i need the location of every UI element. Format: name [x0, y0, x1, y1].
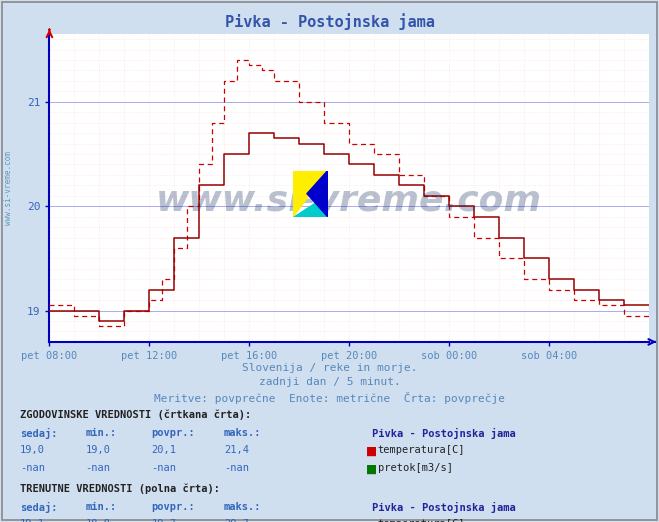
- Text: 19,0: 19,0: [20, 445, 45, 455]
- Text: 19,0: 19,0: [86, 445, 111, 455]
- Text: sedaj:: sedaj:: [20, 428, 57, 438]
- Text: sedaj:: sedaj:: [20, 502, 57, 513]
- Text: Pivka - Postojnska jama: Pivka - Postojnska jama: [225, 13, 434, 30]
- Text: -nan: -nan: [86, 463, 111, 473]
- Text: -nan: -nan: [20, 463, 45, 473]
- Text: -nan: -nan: [224, 463, 249, 473]
- Text: 18,8: 18,8: [86, 519, 111, 522]
- Polygon shape: [293, 171, 328, 217]
- Text: pretok[m3/s]: pretok[m3/s]: [378, 463, 453, 473]
- Text: 19,7: 19,7: [152, 519, 177, 522]
- Text: ■: ■: [366, 445, 377, 458]
- Text: zadnji dan / 5 minut.: zadnji dan / 5 minut.: [258, 377, 401, 387]
- Text: 20,7: 20,7: [224, 519, 249, 522]
- Text: ■: ■: [366, 463, 377, 476]
- Text: TRENUTNE VREDNOSTI (polna črta):: TRENUTNE VREDNOSTI (polna črta):: [20, 484, 219, 494]
- Text: 21,4: 21,4: [224, 445, 249, 455]
- Text: 19,1: 19,1: [20, 519, 45, 522]
- Polygon shape: [307, 171, 328, 217]
- Text: Pivka - Postojnska jama: Pivka - Postojnska jama: [372, 502, 516, 513]
- Text: maks.:: maks.:: [224, 502, 262, 512]
- Text: -nan: -nan: [152, 463, 177, 473]
- Text: min.:: min.:: [86, 428, 117, 437]
- Text: min.:: min.:: [86, 502, 117, 512]
- Text: www.si-vreme.com: www.si-vreme.com: [4, 151, 13, 225]
- Text: Slovenija / reke in morje.: Slovenija / reke in morje.: [242, 363, 417, 373]
- Text: temperatura[C]: temperatura[C]: [378, 445, 465, 455]
- Polygon shape: [293, 194, 328, 217]
- Text: temperatura[C]: temperatura[C]: [378, 519, 465, 522]
- Text: povpr.:: povpr.:: [152, 428, 195, 437]
- Text: Pivka - Postojnska jama: Pivka - Postojnska jama: [372, 428, 516, 438]
- Text: 20,1: 20,1: [152, 445, 177, 455]
- Text: www.si-vreme.com: www.si-vreme.com: [156, 183, 542, 217]
- Text: ■: ■: [366, 519, 377, 522]
- Text: Meritve: povprečne  Enote: metrične  Črta: povprečje: Meritve: povprečne Enote: metrične Črta:…: [154, 392, 505, 404]
- Text: povpr.:: povpr.:: [152, 502, 195, 512]
- Text: maks.:: maks.:: [224, 428, 262, 437]
- Text: ZGODOVINSKE VREDNOSTI (črtkana črta):: ZGODOVINSKE VREDNOSTI (črtkana črta):: [20, 410, 251, 420]
